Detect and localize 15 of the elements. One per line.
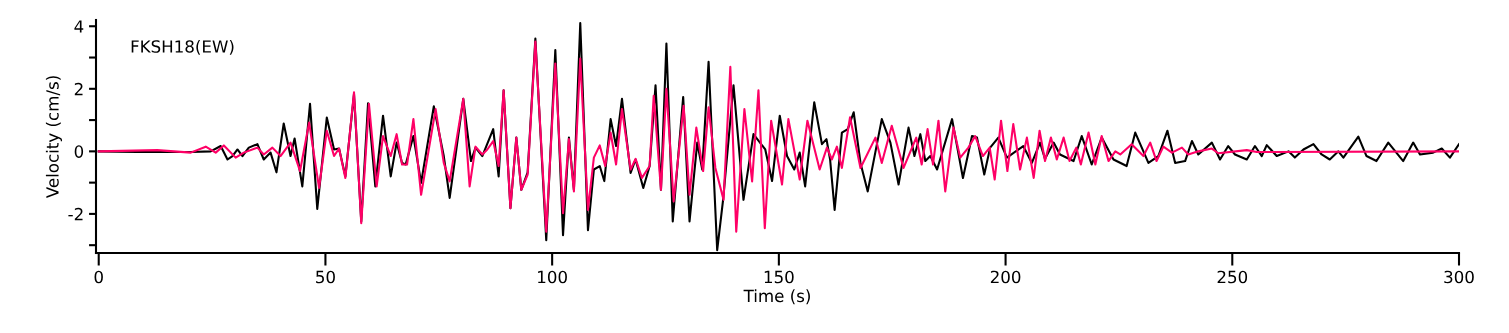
x-axis-title: Time (s) (743, 289, 810, 305)
line-series (97, 40, 1459, 233)
x-tick-label: 300 (1444, 270, 1474, 284)
x-tick-label: 250 (1217, 270, 1248, 284)
x-tick-label: 50 (316, 270, 335, 284)
annotation: FKSH18(EW) (131, 39, 234, 55)
y-tick-label: 0 (74, 145, 84, 158)
x-tick-label: 150 (764, 270, 794, 284)
x-tick-label: 0 (94, 270, 103, 284)
y-tick-label: -2 (68, 207, 83, 221)
y-tick-label: 2 (74, 82, 83, 96)
y-tick-label: 4 (74, 20, 84, 33)
x-tick-label: 200 (990, 270, 1021, 284)
y-axis-title: Velocity (cm/s) (45, 76, 63, 199)
x-tick-label: 100 (538, 270, 567, 284)
